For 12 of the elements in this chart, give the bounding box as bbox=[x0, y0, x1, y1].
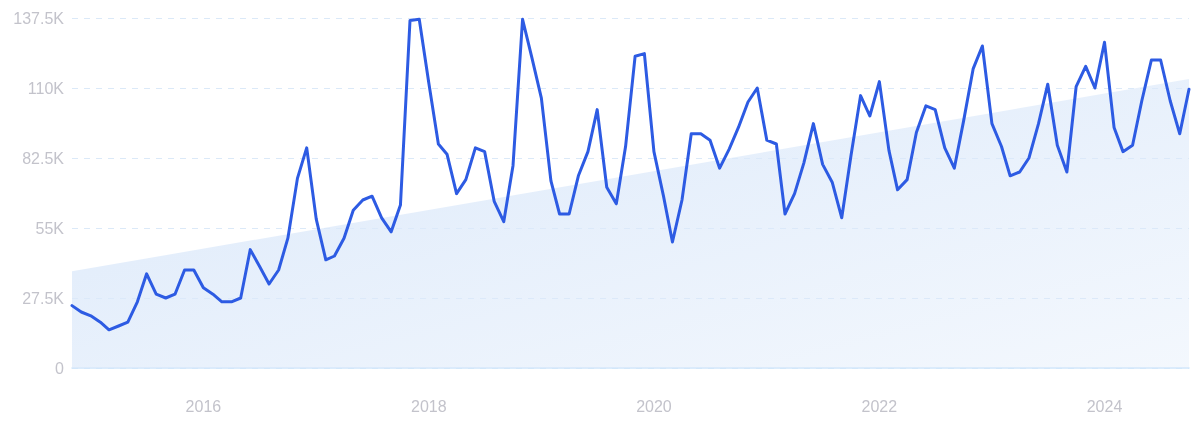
x-tick-label: 2018 bbox=[411, 397, 447, 415]
x-tick-label: 2020 bbox=[636, 397, 672, 415]
y-tick-label: 27.5K bbox=[22, 289, 65, 307]
y-tick-label: 55K bbox=[35, 219, 65, 237]
x-tick-label: 2024 bbox=[1086, 397, 1123, 415]
y-tick-label: 110K bbox=[27, 79, 65, 97]
x-tick-label: 2016 bbox=[185, 397, 222, 415]
y-tick-label: 82.5K bbox=[22, 149, 65, 167]
line-series bbox=[70, 17, 1191, 332]
x-tick-label: 2022 bbox=[861, 397, 898, 415]
y-tick-label: 137.5K bbox=[13, 9, 65, 27]
y-tick-label: 0 bbox=[55, 359, 65, 377]
